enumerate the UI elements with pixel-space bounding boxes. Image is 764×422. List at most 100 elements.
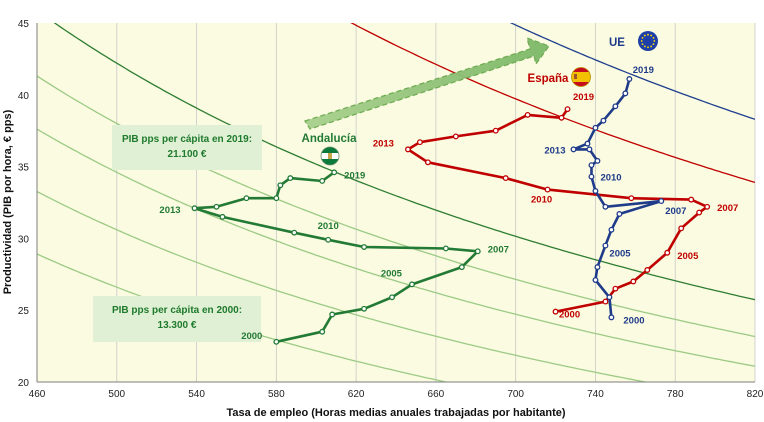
series-point [442,245,449,252]
series-label-andalucia: Andalucía [302,133,358,145]
year-label: 2007 [488,244,509,255]
year-label: 2019 [633,65,654,76]
x-tick-label: 660 [428,389,445,400]
iso-gdp-curve [37,128,755,367]
year-label: 2010 [600,173,621,184]
series-point [213,203,220,210]
trend-arrow [304,36,551,130]
series-point [319,178,326,184]
iso-gdp-curve [53,23,755,301]
series-point [277,182,284,189]
year-label: 2000 [559,310,580,321]
series-point [594,264,601,271]
series-point [586,146,593,153]
series-point [273,338,280,345]
x-tick-label: 540 [188,389,205,400]
series-point [329,311,336,318]
y-tick-label: 45 [18,19,30,30]
series-point [600,117,607,124]
series-point [452,133,459,140]
series-point [588,162,595,169]
year-label: 2000 [623,315,644,326]
y-tick-label: 40 [18,91,30,102]
y-axis-title: Productividad (PIB por hora, € pps) [2,109,14,294]
series-point [688,196,695,203]
y-tick-label: 20 [18,378,30,389]
series-point [612,285,619,292]
year-label: 2005 [381,268,403,279]
annotation-box-2019: PIB pps per cápita en 2019: 21.100 € [112,125,262,170]
series-point [592,188,599,194]
series-point [544,186,551,193]
eu-star [652,43,655,46]
gridlines [116,23,756,382]
year-label: 2019 [573,92,594,103]
y-tick-label: 25 [18,306,30,317]
series-point [704,203,711,210]
series-point [626,76,633,82]
series-point [243,195,250,202]
y-tick-label: 30 [18,234,30,245]
year-label: 2010 [318,221,339,232]
eu-star [641,43,644,46]
eu-star [647,46,649,49]
year-label: 2013 [159,205,180,216]
series-point [616,211,623,217]
x-tick-label: 780 [667,389,684,400]
eu-star [650,34,653,37]
series-point [592,124,599,131]
x-tick-label: 500 [108,389,125,400]
series-point [558,114,565,121]
x-tick-label: 460 [29,389,46,400]
y-axis-ticks: 20 25 30 35 40 45 [18,19,30,389]
series-point [361,305,368,312]
year-label: 2000 [241,331,262,342]
year-label: 2019 [344,170,365,181]
eu-star [640,40,643,42]
series-point [191,205,198,212]
series-point [389,294,395,301]
year-label: 2013 [373,138,394,149]
series-point [361,244,368,250]
y-tick-label: 35 [18,163,30,174]
series-point [584,140,591,147]
series-point [594,157,601,164]
series-point [331,169,338,176]
eu-star [647,33,649,36]
series-point [552,308,559,315]
series-label-espana: España [528,73,570,85]
iso-gdp-curve [350,23,755,184]
series-point [696,209,703,216]
series-point [612,103,619,110]
series-point [287,175,294,182]
series-point [588,173,595,180]
year-label: 2005 [609,249,631,260]
series-point [664,249,671,256]
series-point [630,278,637,285]
eu-star [650,45,653,48]
x-tick-label: 740 [587,389,604,400]
data-series [191,76,711,345]
series-point [602,298,609,305]
eu-star [653,40,656,42]
year-label: 2010 [531,195,552,206]
year-label: 2007 [717,203,738,214]
series-point [564,106,571,113]
year-label: 2013 [544,145,565,156]
series-point [608,314,615,321]
series-point [416,139,423,146]
x-tick-label: 700 [507,389,524,400]
series-point [458,264,465,271]
year-label: 2005 [677,251,699,262]
spain-flag-icon [571,67,591,87]
annotation-2019-line1: PIB pps per cápita en 2019: [122,134,252,145]
series-label-ue: UE [609,37,625,49]
x-axis-ticks: 460 500 540 580 620 660 700 740 780 820 [29,389,764,400]
series-point [405,146,411,153]
series-point [606,294,613,301]
series-point [608,226,615,233]
series-point [219,213,226,220]
series-point [319,328,326,335]
iso-gdp-curve [37,191,649,382]
x-axis-title: Tasa de empleo (Horas medias anuales tra… [226,407,565,419]
